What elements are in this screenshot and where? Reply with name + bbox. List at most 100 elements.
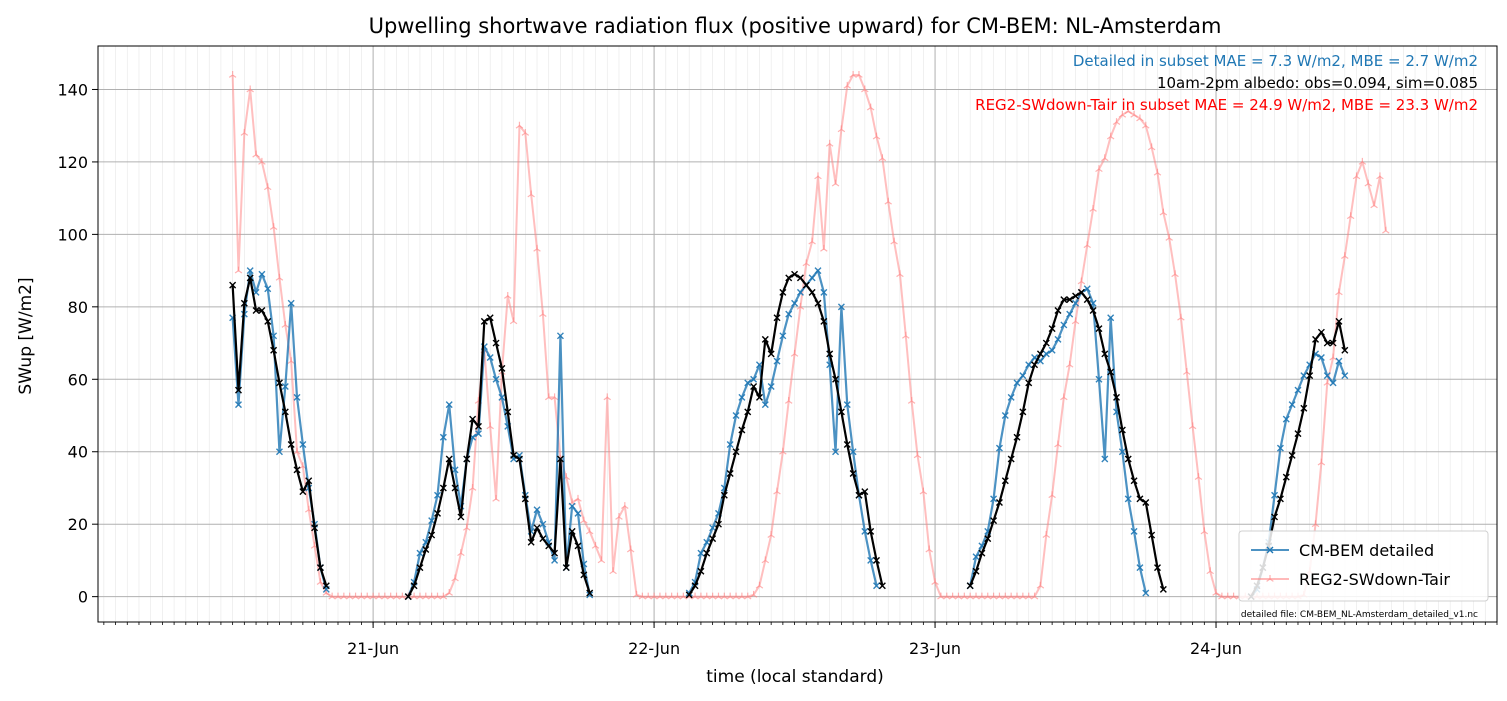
data-point-reg2-swdown-tair (1165, 234, 1173, 241)
data-point-cm-bem-detailed (1095, 375, 1103, 383)
data-point-observed (434, 509, 442, 517)
data-point-observed (978, 549, 986, 557)
data-point-reg2-swdown-tair (1358, 157, 1367, 165)
data-point-observed (1124, 455, 1132, 463)
data-point-cm-bem-detailed (258, 270, 266, 278)
data-point-reg2-swdown-tair (907, 397, 916, 404)
legend-marker-tri (1266, 575, 1274, 582)
data-point-cm-bem-detailed (837, 303, 845, 311)
data-point-cm-bem-detailed (434, 491, 442, 499)
data-point-observed (551, 549, 559, 557)
data-point-cm-bem-detailed (832, 448, 840, 456)
data-point-observed (562, 564, 570, 572)
data-point-reg2-swdown-tair (1311, 520, 1320, 528)
major-grid (98, 46, 1497, 622)
data-point-reg2-swdown-tair (609, 567, 617, 575)
data-point-reg2-swdown-tair (843, 81, 852, 89)
data-point-observed (240, 299, 248, 307)
data-point-cm-bem-detailed (474, 430, 482, 438)
data-point-reg2-swdown-tair (1177, 313, 1185, 321)
data-point-reg2-swdown-tair (1101, 154, 1109, 162)
data-point-cm-bem-detailed (796, 288, 804, 296)
data-point-reg2-swdown-tair (228, 70, 237, 78)
data-point-reg2-swdown-tair (281, 320, 290, 328)
data-point-reg2-swdown-tair (1042, 531, 1051, 538)
data-point-observed (709, 535, 717, 543)
markers-observed (966, 288, 1167, 593)
data-point-cm-bem-detailed (568, 502, 576, 510)
data-point-reg2-swdown-tair (1065, 360, 1074, 368)
data-point-reg2-swdown-tair (269, 223, 278, 231)
data-point-observed (1323, 339, 1331, 347)
data-point-cm-bem-detailed (293, 393, 301, 401)
data-point-cm-bem-detailed (867, 556, 875, 564)
data-point-observed (1072, 292, 1080, 300)
data-point-cm-bem-detailed (873, 582, 881, 590)
data-point-cm-bem-detailed (791, 299, 799, 307)
data-point-cm-bem-detailed (486, 354, 494, 362)
data-point-observed (1066, 296, 1074, 304)
data-point-reg2-swdown-tair (1142, 121, 1150, 129)
data-point-observed (1118, 426, 1126, 434)
data-point-reg2-swdown-tair (597, 556, 606, 564)
data-point-observed (726, 469, 734, 477)
data-point-observed (1113, 393, 1121, 401)
data-point-observed (258, 306, 266, 314)
data-point-reg2-swdown-tair (919, 487, 928, 495)
data-point-cm-bem-detailed (972, 553, 980, 561)
data-point-observed (229, 281, 237, 289)
y-tick-label: 80 (68, 298, 88, 317)
data-point-reg2-swdown-tair (445, 589, 453, 596)
data-point-observed (1089, 306, 1097, 314)
x-axis-label: time (local standard) (706, 667, 884, 687)
data-point-observed (457, 513, 465, 521)
data-point-observed (1153, 564, 1161, 572)
data-point-observed (1300, 404, 1308, 412)
data-point-reg2-swdown-tair (603, 393, 612, 401)
data-point-observed (574, 542, 582, 550)
x-axis: 21-Jun 22-Jun 23-Jun 24-Jun (103, 622, 1498, 658)
data-point-reg2-swdown-tair (837, 125, 846, 133)
data-point-observed (1025, 379, 1033, 387)
data-point-reg2-swdown-tair (1036, 581, 1045, 589)
data-point-reg2-swdown-tair (1171, 270, 1179, 278)
data-point-cm-bem-detailed (697, 549, 705, 557)
data-point-observed (703, 549, 711, 557)
data-point-reg2-swdown-tair (866, 103, 875, 111)
data-point-cm-bem-detailed (1013, 379, 1021, 387)
data-point-cm-bem-detailed (1060, 321, 1068, 329)
data-point-observed (498, 364, 506, 372)
data-point-reg2-swdown-tair (831, 179, 840, 187)
y-tick-label: 140 (57, 80, 88, 99)
data-point-reg2-swdown-tair (1200, 527, 1209, 535)
y-tick-label: 20 (68, 515, 88, 534)
data-point-observed (796, 274, 804, 282)
data-point-reg2-swdown-tair (925, 545, 933, 553)
data-point-cm-bem-detailed (539, 520, 547, 528)
data-point-cm-bem-detailed (1323, 372, 1331, 380)
data-point-cm-bem-detailed (990, 495, 998, 503)
data-point-reg2-swdown-tair (1118, 110, 1127, 118)
data-point-reg2-swdown-tair (504, 291, 512, 299)
x-tick-label: 24-Jun (1190, 639, 1242, 658)
data-point-reg2-swdown-tair (1136, 114, 1144, 122)
annotation-albedo: 10am-2pm albedo: obs=0.094, sim=0.085 (1157, 74, 1478, 92)
data-point-cm-bem-detailed (1118, 448, 1126, 456)
data-point-reg2-swdown-tair (902, 331, 910, 339)
data-point-reg2-swdown-tair (767, 531, 775, 538)
data-point-cm-bem-detailed (785, 310, 793, 318)
data-point-observed (234, 386, 242, 394)
legend-box (1238, 530, 1489, 602)
data-point-reg2-swdown-tair (1364, 179, 1372, 187)
data-point-observed (691, 582, 699, 590)
annotations: Detailed in subset MAE = 7.3 W/m2, MBE =… (975, 52, 1478, 114)
data-point-cm-bem-detailed (574, 509, 582, 517)
x-tick-label: 22-Jun (628, 639, 680, 658)
data-point-cm-bem-detailed (1130, 527, 1138, 535)
data-point-observed (1130, 477, 1138, 485)
data-point-reg2-swdown-tair (884, 197, 892, 205)
data-point-cm-bem-detailed (1271, 491, 1279, 499)
data-point-observed (445, 455, 453, 463)
data-point-reg2-swdown-tair (1346, 212, 1355, 220)
